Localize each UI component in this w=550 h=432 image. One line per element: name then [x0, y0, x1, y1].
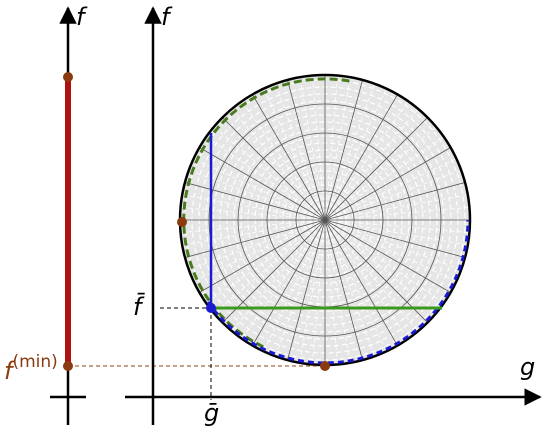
fine-grid: [324, 193, 470, 221]
fine-grid: [311, 75, 326, 221]
fine-grid: [324, 219, 470, 247]
fine-grid: [324, 83, 389, 221]
fine-grid: [324, 219, 449, 307]
grid-ray: [324, 89, 401, 221]
grid-ray: [194, 219, 326, 296]
blue-dashed-arc: [206, 219, 470, 365]
fine-grid: [228, 104, 326, 221]
fine-grid: [324, 219, 352, 365]
fine-grid: [324, 219, 462, 284]
point: [63, 361, 73, 371]
grid-ray: [249, 89, 326, 221]
grid-ray: [324, 113, 432, 221]
fine-grid: [324, 219, 389, 357]
grid-ray: [324, 219, 401, 351]
fine-grid: [201, 219, 326, 307]
fine-grid: [324, 96, 412, 221]
grid-ray: [285, 75, 326, 221]
fine-grid: [324, 219, 422, 336]
fine-grid: [324, 219, 412, 344]
fine-grid: [324, 133, 449, 221]
fine-grid: [238, 219, 326, 344]
fine-grid: [180, 193, 326, 221]
fmin-sup: (min): [12, 352, 57, 372]
fine-grid: [324, 219, 441, 317]
grid-ray: [249, 219, 326, 351]
fine-grid: [209, 123, 326, 221]
fine-grid: [188, 219, 326, 284]
fine-grid: [180, 219, 326, 234]
fine-grid: [298, 219, 326, 365]
point: [63, 72, 73, 82]
fine-grid: [273, 78, 326, 221]
grid-ray: [180, 219, 326, 260]
fine-grid: [324, 156, 462, 221]
point: [320, 361, 330, 371]
fine-grid: [201, 133, 326, 221]
grid-ray: [324, 180, 470, 221]
grid-ray: [180, 180, 326, 221]
fine-grid: [324, 123, 441, 221]
fine-grid: [261, 83, 326, 221]
fine-grid: [324, 206, 470, 221]
axis-label: f: [76, 3, 88, 31]
fine-grid: [324, 219, 470, 234]
fine-grid: [324, 219, 339, 365]
fine-grid: [273, 219, 326, 362]
grid-ray: [324, 144, 456, 221]
fine-grid: [298, 75, 326, 221]
grid-ray: [194, 144, 326, 221]
fine-grid: [180, 206, 326, 221]
fine-grid: [261, 219, 326, 357]
fine-grid: [324, 75, 339, 221]
fine-grid: [324, 219, 377, 362]
point: [177, 217, 187, 227]
grid-ray: [324, 219, 470, 260]
green-dashed-arc: [182, 77, 350, 350]
grid-ray: [324, 219, 365, 365]
gbar-label: ḡ: [204, 399, 219, 427]
grid-ray: [218, 113, 326, 221]
fine-grid: [324, 104, 422, 221]
grid-ray: [324, 75, 365, 221]
fmin-label: f(min): [4, 352, 58, 385]
fine-grid: [209, 219, 326, 317]
fine-grid: [183, 168, 326, 221]
point: [206, 303, 216, 313]
fine-grid: [324, 78, 377, 221]
fine-grid: [228, 219, 326, 336]
fine-grid: [183, 219, 326, 272]
axis-label: f: [161, 3, 173, 31]
polar-grid: [180, 75, 470, 365]
fine-grid: [238, 96, 326, 221]
fine-grid: [324, 219, 467, 272]
fine-grid: [180, 219, 326, 247]
fbar-label: f̄: [133, 292, 145, 321]
axis-label: g: [520, 353, 535, 381]
grid-ray: [324, 219, 456, 296]
fine-grid: [324, 168, 467, 221]
fine-grid: [324, 75, 352, 221]
fine-grid: [311, 219, 326, 365]
fine-grid: [188, 156, 326, 221]
grid-ray: [285, 219, 326, 365]
